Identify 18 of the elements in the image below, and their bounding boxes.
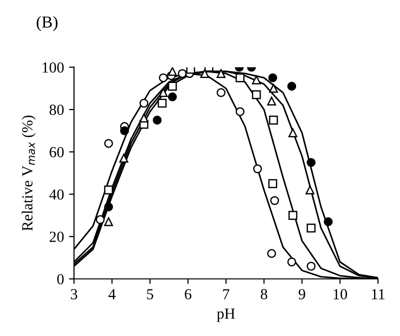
x-tick-label: 6	[184, 289, 192, 300]
x-axis-title: pH	[216, 308, 235, 322]
x-tick-label: 4	[108, 289, 116, 300]
y-tick-label: 80	[50, 104, 64, 115]
y-tick-label: 60	[50, 147, 64, 158]
y-tick-label: 0	[57, 274, 64, 284]
x-tick-label: 3	[70, 289, 78, 300]
y-tick-label: 20	[50, 232, 64, 242]
x-tick-label: 8	[260, 289, 268, 300]
x-tick-label: 7	[223, 289, 230, 300]
x-tick-label: 11	[372, 289, 384, 300]
chart-title: (B)	[36, 16, 58, 32]
x-tick-label: 9	[298, 289, 306, 300]
x-tick-label: 5	[147, 289, 154, 300]
y-axis-title: Relative V$_{max}$ (%)	[22, 116, 36, 231]
x-tick-label: 10	[334, 289, 348, 300]
y-tick-label: 100	[42, 62, 64, 73]
y-tick-label: 40	[49, 189, 64, 200]
